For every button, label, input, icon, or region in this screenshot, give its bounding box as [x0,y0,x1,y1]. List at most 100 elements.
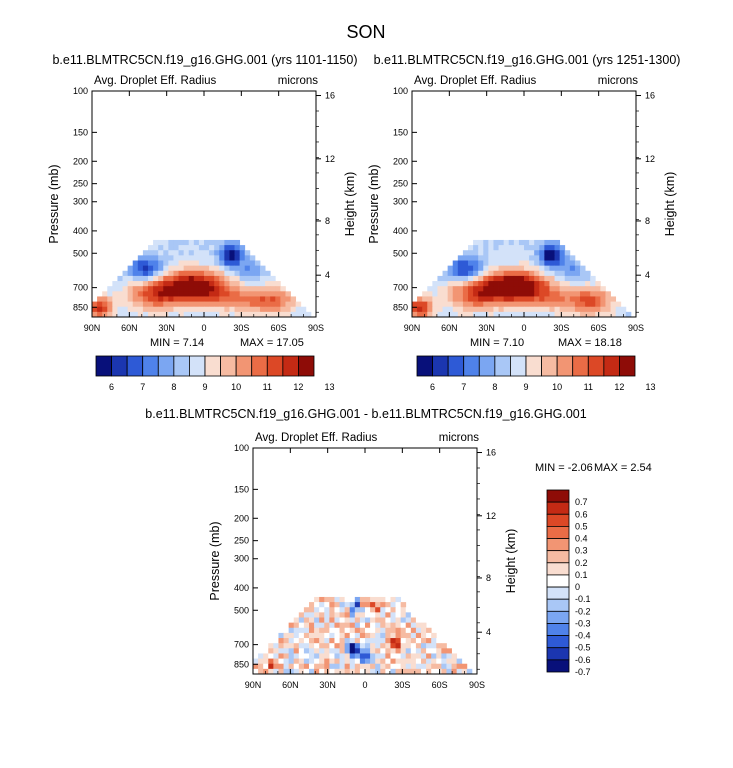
field-cell [473,311,479,318]
y-tick-label: 700 [73,283,88,293]
field-cell [168,255,174,261]
field-cell [298,617,305,624]
colorbar-box [546,586,570,600]
field-cell [370,596,376,603]
field-cell [610,296,617,302]
field-cell [334,622,340,629]
field-cell [339,653,346,659]
field-cell [457,291,464,297]
field-cell [122,286,129,292]
field-cell [349,607,356,613]
field-cell [493,281,499,287]
field-cell [224,306,230,313]
field-cell [258,658,264,665]
field-cell [224,270,230,277]
field-cell [513,291,520,297]
field-cell [529,291,535,297]
field-cell [244,306,251,313]
y-tick-label: 150 [393,127,408,137]
field-cell [534,306,540,313]
colorbar-tick-label: 0.4 [575,534,588,544]
field-cell [452,275,459,282]
field-cell [314,643,320,649]
field-cell [549,281,555,287]
field-cell [168,275,174,282]
field-cell [544,311,550,318]
field-cell [432,291,438,297]
field-cell [432,286,438,292]
field-cell [503,250,510,256]
field-cell [198,296,205,302]
field-cell [529,311,535,318]
field-cell [442,306,449,313]
field-cell [498,250,505,256]
field-cell [518,281,525,287]
field-cell [214,245,220,251]
field-cell [354,627,361,634]
field-cell [554,286,561,292]
field-cell [370,648,376,654]
field-cell [375,648,381,654]
field-cell [329,627,335,634]
field-cell [559,275,566,282]
field-cell [209,245,215,251]
field-cell [303,658,310,665]
field-cell [431,638,437,644]
field-cell [137,255,144,261]
field-cell [405,627,412,634]
field-cell [288,622,295,629]
field-cell [564,250,571,256]
field-cell [265,306,271,313]
field-cell [265,286,271,292]
field-cell [549,239,555,246]
field-cell [483,311,489,318]
field-cell [209,286,215,292]
field-cell [254,265,261,272]
field-cell [142,291,149,297]
field-cell [498,245,505,251]
field-cell [451,663,458,670]
field-cell [400,643,407,649]
field-cell [441,668,447,675]
field-cell [334,653,340,659]
field-cell [468,311,474,318]
field-cell [437,275,443,282]
field-cell [293,627,300,634]
field-cell [344,612,351,618]
y-tick-label: 850 [234,659,249,669]
field-cell [137,306,144,313]
field-cell [354,668,361,675]
top-right-title: b.e11.BLMTRC5CN.f19_g16.GHG.001 (yrs 125… [374,53,681,67]
field-cell [344,648,351,654]
field-cell [163,281,169,287]
field-cell [214,301,220,308]
field-cell [137,265,144,272]
field-cell [244,296,251,302]
field-cell [234,260,241,267]
field-cell [303,607,310,613]
field-cell [270,281,276,287]
field-cell [319,653,325,659]
field-cell [426,638,432,644]
field-cell [303,648,310,654]
field-cell [380,622,386,629]
colorbar-box [556,355,574,377]
field-cell [539,275,545,282]
field-cell [344,596,351,603]
field-cell [319,658,325,665]
field-cell [142,296,149,302]
field-cell [334,643,340,649]
field-cell [249,265,256,272]
y-tick-label: 700 [234,640,249,650]
y-tick-label: 400 [393,226,408,236]
field-cell [498,260,505,267]
colorbar-tick-label: -0.4 [575,631,591,641]
field-cell [314,627,320,634]
field-cell [142,311,149,318]
field-cell [431,632,437,639]
field-cell [483,250,489,256]
field-cell [605,311,611,318]
field-cell [513,239,520,246]
field-cell [127,311,134,318]
field-cell [375,653,381,659]
